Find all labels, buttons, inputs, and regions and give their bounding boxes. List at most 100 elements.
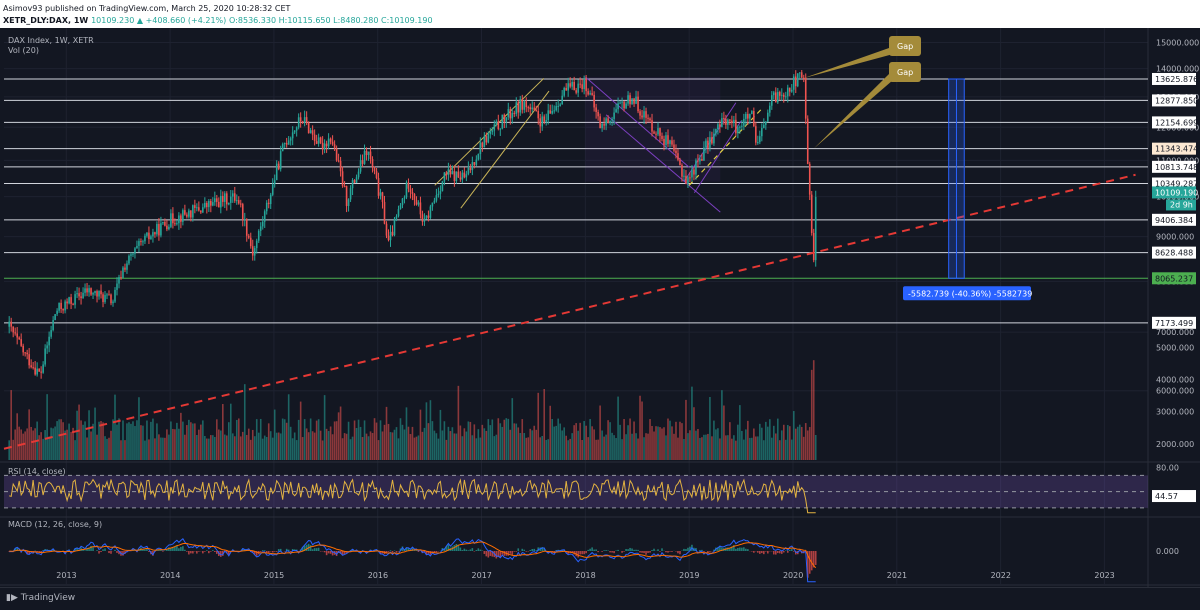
- level-label: 12877.850: [1155, 96, 1198, 105]
- macd-histogram-bar: [142, 550, 144, 551]
- candle-body: [675, 151, 677, 154]
- candle-body: [615, 109, 617, 112]
- candle-body: [687, 177, 689, 183]
- macd-histogram-bar: [587, 550, 589, 551]
- candle-body: [68, 297, 70, 303]
- volume-bar: [537, 393, 539, 460]
- volume-bar: [755, 436, 757, 460]
- macd-histogram-bar: [523, 550, 525, 551]
- candle-body: [551, 111, 553, 114]
- volume-bar: [583, 421, 585, 460]
- candle-body: [136, 246, 138, 248]
- candle-body: [757, 142, 759, 143]
- candle-body: [719, 124, 721, 127]
- candle-body: [104, 295, 106, 302]
- volume-bar: [414, 438, 416, 460]
- volume-bar: [575, 423, 577, 460]
- volume-bar: [791, 440, 793, 460]
- candle-body: [432, 203, 434, 207]
- volume-bar: [771, 438, 773, 460]
- volume-bar: [220, 431, 222, 460]
- volume-bar: [531, 430, 533, 460]
- candle-body: [366, 151, 368, 155]
- volume-bar: [242, 432, 244, 460]
- volume-bar: [380, 420, 382, 460]
- volume-bar: [232, 433, 234, 460]
- macd-histogram-bar: [525, 551, 527, 552]
- volume-bar: [799, 425, 801, 460]
- candle-body: [18, 338, 20, 340]
- volume-bar: [783, 425, 785, 460]
- macd-histogram-bar: [486, 551, 488, 556]
- volume-bar: [751, 438, 753, 460]
- candle-body: [422, 214, 424, 221]
- volume-bar: [308, 432, 310, 460]
- candle-body: [490, 132, 492, 134]
- volume-bar: [458, 386, 460, 460]
- volume-bar: [74, 440, 76, 460]
- candle-body: [122, 268, 124, 278]
- volume-bar: [729, 422, 731, 460]
- volume-bar: [306, 428, 308, 460]
- volume-bar: [276, 433, 278, 460]
- candle-body: [180, 215, 182, 221]
- volume-bar: [382, 431, 384, 460]
- candle-body: [308, 123, 310, 134]
- volume-bar: [773, 426, 775, 460]
- time-tick-label: 2023: [1094, 571, 1114, 580]
- volume-bar: [26, 428, 28, 460]
- volume-bar: [146, 421, 148, 460]
- candle-body: [458, 172, 460, 178]
- candle-body: [130, 254, 132, 255]
- candle-body: [426, 216, 428, 219]
- volume-bar: [464, 428, 466, 460]
- candle-body: [50, 330, 52, 337]
- volume-bar: [336, 421, 338, 460]
- tradingview-logo[interactable]: ▮▶ TradingView: [6, 593, 75, 603]
- candle-body: [168, 227, 170, 229]
- volume-bar: [286, 423, 288, 460]
- macd-histogram-bar: [196, 551, 198, 554]
- candle-body: [633, 98, 635, 103]
- volume-bar: [158, 434, 160, 460]
- volume-bar: [541, 436, 543, 460]
- macd-histogram-bar: [268, 551, 270, 553]
- candle-body: [773, 92, 775, 95]
- candle-body: [416, 200, 418, 205]
- candle-body: [440, 191, 442, 194]
- volume-bar: [342, 438, 344, 460]
- candle-body: [288, 141, 290, 145]
- volume-bar: [50, 428, 52, 460]
- candle-body: [248, 236, 250, 238]
- volume-bar: [685, 400, 687, 460]
- volume-bar: [376, 423, 378, 460]
- volume-bar: [274, 410, 276, 460]
- candle-body: [302, 121, 304, 122]
- candle-body: [92, 293, 94, 295]
- volume-bar: [130, 424, 132, 460]
- rsi-last-label: 44.57: [1155, 492, 1178, 501]
- macd-histogram-bar: [609, 551, 611, 552]
- volume-bar: [571, 433, 573, 460]
- candle-body: [334, 144, 336, 148]
- volume-bar: [288, 394, 290, 460]
- candle-body: [452, 171, 454, 174]
- macd-histogram-bar: [390, 550, 392, 551]
- horizontal-levels[interactable]: [4, 79, 1148, 323]
- volume-bar: [312, 431, 314, 460]
- candle-body: [450, 169, 452, 174]
- candle-body: [146, 233, 148, 236]
- volume-bar: [507, 419, 509, 460]
- candle-body: [274, 180, 276, 184]
- volume-bar: [350, 439, 352, 460]
- macd-histogram-bar: [480, 550, 482, 551]
- candle-body: [543, 116, 545, 121]
- time-tick-label: 2016: [368, 571, 388, 580]
- volume-bar: [226, 435, 228, 460]
- trend-line[interactable]: [4, 175, 1136, 449]
- macd-histogram-bar: [793, 551, 795, 552]
- macd-histogram-bar: [651, 550, 653, 551]
- candle-body: [677, 153, 679, 160]
